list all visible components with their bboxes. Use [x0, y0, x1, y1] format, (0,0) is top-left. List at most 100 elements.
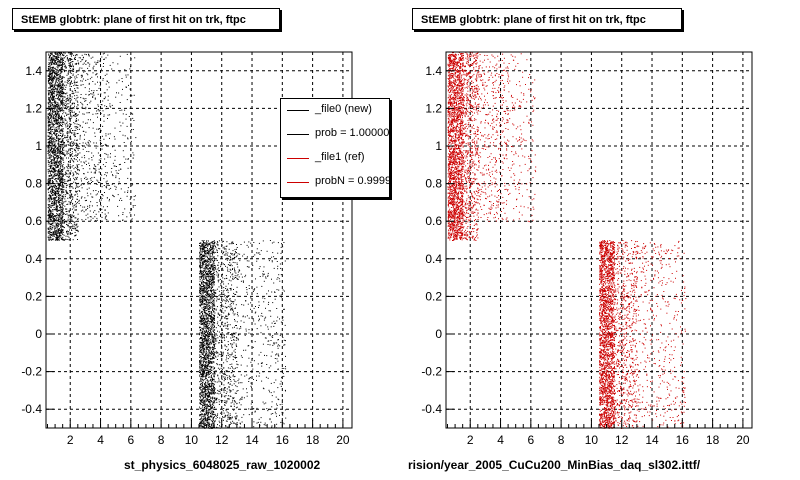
data-point	[62, 179, 64, 181]
data-point	[125, 74, 127, 76]
data-point	[82, 84, 84, 86]
data-point	[60, 72, 62, 74]
data-point	[210, 328, 212, 330]
data-point	[209, 249, 211, 251]
data-point	[62, 203, 64, 205]
data-point	[53, 169, 55, 171]
data-point	[211, 307, 213, 309]
data-point	[87, 183, 89, 185]
data-point	[62, 178, 64, 180]
data-point	[212, 297, 214, 299]
data-point	[75, 75, 77, 77]
data-point	[61, 237, 62, 239]
data-point	[199, 266, 201, 267]
data-point	[201, 378, 203, 380]
data-point	[61, 101, 63, 103]
data-point	[56, 225, 58, 227]
data-point	[214, 293, 215, 295]
data-point	[79, 136, 81, 138]
data-point	[92, 81, 94, 82]
data-point	[60, 235, 62, 237]
data-point	[55, 112, 57, 114]
data-point	[106, 219, 108, 221]
data-point	[118, 183, 119, 185]
data-point	[49, 118, 51, 119]
data-point	[67, 192, 68, 194]
data-point	[57, 189, 59, 190]
data-point	[56, 108, 58, 110]
data-point	[54, 178, 56, 180]
data-point	[206, 331, 208, 333]
data-point	[200, 343, 202, 345]
data-point	[47, 189, 49, 191]
data-point	[76, 81, 78, 83]
data-point	[208, 344, 210, 345]
data-point	[86, 144, 88, 146]
data-point	[48, 93, 50, 95]
data-point	[58, 55, 60, 56]
data-point	[103, 52, 105, 54]
data-point	[69, 194, 71, 196]
data-point	[68, 183, 70, 185]
data-point	[78, 63, 80, 65]
data-point	[73, 181, 75, 183]
data-point	[99, 81, 101, 83]
data-point	[57, 166, 59, 168]
data-point	[104, 209, 106, 211]
data-point	[54, 197, 56, 199]
data-point	[55, 102, 57, 104]
data-point	[201, 254, 203, 256]
data-point	[62, 90, 64, 92]
data-point	[64, 65, 66, 67]
data-point	[93, 90, 95, 92]
data-point	[76, 172, 78, 174]
data-point	[63, 143, 65, 145]
data-point	[199, 406, 200, 408]
data-point	[84, 177, 85, 179]
data-point	[50, 153, 51, 155]
data-point	[59, 86, 61, 88]
data-point	[58, 150, 60, 152]
data-point	[48, 195, 50, 197]
data-point	[63, 138, 65, 140]
data-point	[211, 406, 213, 408]
data-point	[117, 63, 119, 65]
data-point	[90, 119, 91, 121]
data-point	[51, 180, 53, 182]
data-point	[51, 233, 53, 235]
data-point	[69, 108, 71, 110]
data-point	[210, 375, 212, 377]
data-point	[209, 290, 211, 291]
data-point	[209, 254, 211, 256]
data-point	[49, 230, 51, 232]
data-point	[205, 363, 207, 365]
data-point	[57, 219, 59, 221]
data-point	[199, 333, 201, 335]
data-point	[70, 104, 72, 106]
data-point	[76, 201, 78, 203]
data-point	[213, 361, 215, 363]
data-point	[201, 348, 202, 350]
data-point	[60, 192, 62, 194]
data-point	[53, 190, 55, 192]
data-point	[212, 304, 214, 306]
data-point	[76, 97, 78, 99]
data-point	[213, 425, 214, 427]
data-point	[58, 202, 60, 204]
data-point	[55, 192, 56, 194]
data-point	[52, 106, 54, 108]
data-point	[67, 173, 69, 175]
data-point	[61, 135, 63, 137]
data-point	[47, 181, 49, 183]
data-point	[99, 128, 101, 130]
data-point	[58, 229, 60, 231]
data-point	[56, 234, 57, 236]
data-point	[200, 324, 202, 325]
data-point	[48, 194, 50, 196]
data-point	[59, 110, 61, 112]
data-point	[76, 54, 78, 56]
data-point	[51, 75, 53, 77]
data-point	[200, 346, 202, 348]
data-point	[51, 174, 53, 176]
data-point	[51, 186, 53, 188]
